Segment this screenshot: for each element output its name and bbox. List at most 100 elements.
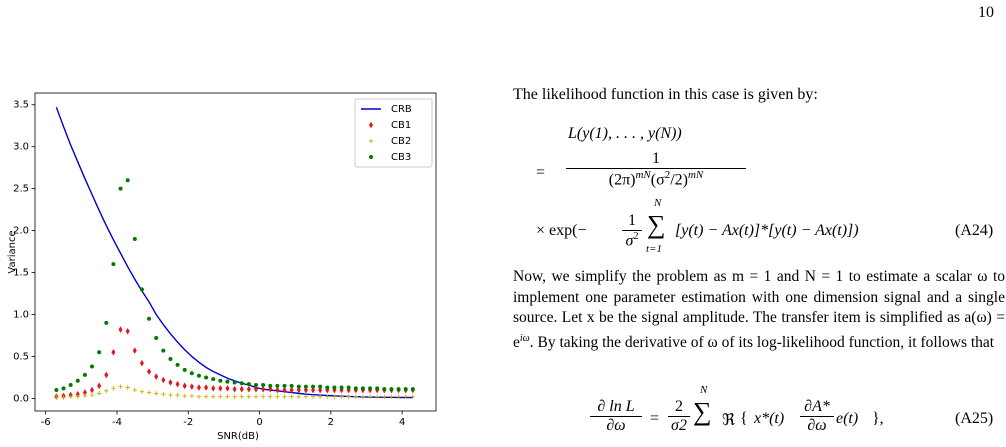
x-tick-label: 2 (328, 417, 334, 428)
equation: x*(t) (754, 410, 785, 427)
circle-point (325, 385, 330, 390)
diamond-point (161, 376, 166, 384)
circle-point (261, 382, 266, 387)
plus-point (353, 394, 358, 399)
diamond-point (90, 386, 95, 394)
diamond-point (282, 386, 287, 394)
diamond-point (275, 386, 280, 394)
plus-point (96, 391, 102, 396)
circle-point (132, 236, 137, 241)
legend-label: CB2 (391, 136, 411, 147)
denominator: σ2 (668, 416, 690, 435)
denominator: ∂ω (590, 416, 642, 435)
numerator: 1 (652, 150, 660, 167)
diamond-point (111, 348, 116, 356)
plus-point (153, 391, 159, 396)
legend-label: CB3 (391, 152, 411, 163)
term: (σ (650, 171, 665, 189)
circle-point (410, 387, 415, 392)
circle-point (161, 348, 166, 353)
sum-limit: N (654, 197, 662, 209)
fraction: ∂ ln L ∂ω (590, 398, 642, 435)
plus-point (104, 388, 109, 394)
plus-point (68, 394, 73, 399)
diamond-point (204, 384, 209, 391)
equation: L(y(1), . . . , y(N)) (568, 125, 682, 142)
plus-point (203, 394, 209, 399)
circle-point (339, 385, 344, 390)
denominator: ∂ω (800, 416, 834, 435)
plus-point (211, 394, 216, 399)
paragraph-text: iω (519, 332, 530, 344)
plus-point (367, 394, 373, 399)
equation-number: (A25) (955, 410, 994, 427)
fraction: 1 σ2 (622, 212, 642, 250)
term: /2) (670, 171, 688, 189)
circle-point (168, 356, 173, 361)
plus-point (175, 392, 180, 398)
diamond-point (225, 385, 230, 392)
legend-swatch (369, 155, 373, 159)
plus-point (260, 394, 266, 399)
circle-point (218, 378, 223, 383)
plus-point (118, 384, 123, 389)
y-tick-label: 2.0 (13, 226, 29, 237)
paragraph-text: . By taking the derivative of ω of its l… (529, 333, 995, 351)
equation: = (536, 164, 546, 181)
circle-point (104, 320, 109, 325)
chart: Variance SNR(dB) -6 -4 -2 0 2 4 0.0 0.5 1.0 1.5 2.… (7, 92, 437, 442)
page-number: 10 (978, 4, 994, 21)
circle-point (246, 382, 251, 387)
term: 2 (664, 169, 671, 181)
x-tick-label: -4 (112, 417, 122, 428)
plus-point (168, 392, 173, 398)
diamond-point (196, 384, 201, 391)
diamond-point (211, 385, 216, 392)
diamond-point (125, 327, 130, 335)
x-tick-label: -6 (41, 417, 51, 428)
diamond-point (82, 389, 87, 396)
plus-point (303, 394, 309, 399)
y-tick-label: 1.0 (13, 310, 29, 321)
term: mN (687, 169, 704, 181)
circle-point (275, 383, 280, 388)
plus-point (325, 394, 330, 399)
circle-point (225, 379, 230, 384)
plus-point (196, 394, 202, 399)
term: σ (625, 232, 634, 250)
plus-point (310, 394, 316, 399)
legend-box (354, 98, 433, 168)
plus-point (389, 394, 394, 399)
diamond-point (289, 386, 294, 394)
circle-point (296, 384, 301, 389)
circle-point (253, 382, 258, 387)
plus-point (374, 394, 380, 399)
plus-point (161, 392, 166, 397)
circle-point (211, 377, 216, 382)
plus-point (360, 394, 366, 399)
circle-point (368, 386, 373, 391)
sum: ∑ (647, 210, 666, 239)
legend-swatch (369, 121, 373, 129)
diamond-point (139, 359, 144, 367)
term: mN (635, 169, 651, 181)
plus-point (282, 394, 287, 399)
plus-point (239, 394, 244, 399)
diamond-point (104, 371, 109, 379)
plus-point (289, 394, 294, 399)
equation: [y(t) − Ax(t)]*[y(t) − Ax(t)]) (675, 222, 859, 239)
circle-point (353, 386, 358, 391)
circle-point (90, 364, 95, 369)
circle-point (232, 380, 237, 385)
circle-point (182, 367, 187, 372)
plus-point (253, 394, 259, 399)
circle-point (125, 178, 130, 183)
legend-swatch (368, 138, 374, 144)
diamond-point (189, 383, 194, 390)
diamond-point (75, 390, 80, 398)
x-tick-label: 0 (256, 417, 262, 428)
plus-point (346, 394, 351, 399)
circle-point (282, 383, 287, 388)
plus-point (75, 394, 80, 399)
plus-point (218, 394, 223, 399)
